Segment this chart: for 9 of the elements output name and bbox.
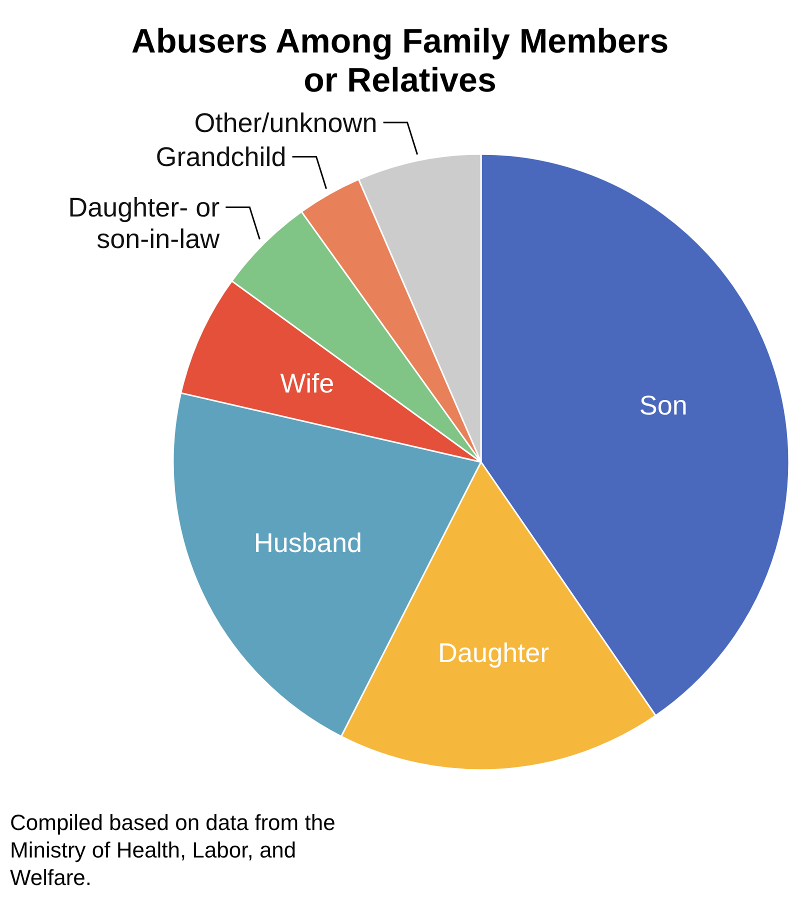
- slice-label: Grandchild: [156, 142, 286, 172]
- slice-label: Daughter- or son-in-law: [68, 192, 220, 254]
- text: Compiled based on data from the Ministry of Health, Labor, and Welfare.: [10, 810, 336, 890]
- slice-label: Wife: [280, 368, 334, 398]
- slice-label: Son: [639, 390, 688, 421]
- slice-label: Other/unknown: [194, 108, 378, 138]
- slice-label: Daughter: [438, 638, 550, 668]
- chart-title: Abusers Among Family Members or Relatives: [131, 22, 669, 100]
- slice-label: Husband: [254, 528, 362, 558]
